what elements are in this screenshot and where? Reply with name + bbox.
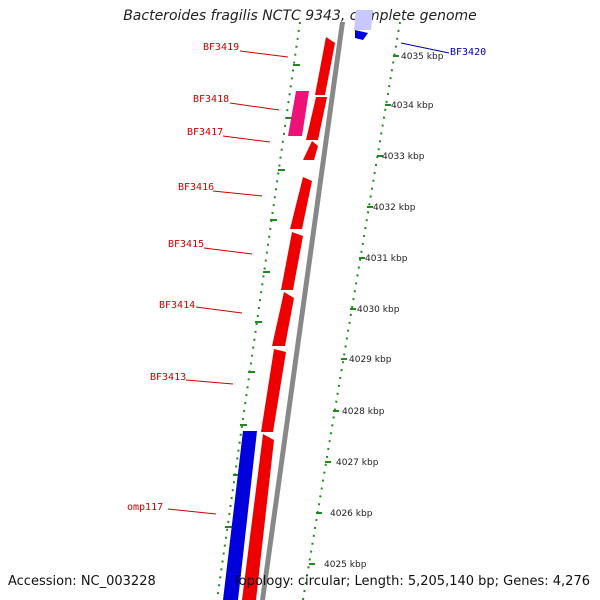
gene-label-bf3415[interactable]: BF3415 (168, 239, 204, 250)
kbp-tick-labels: 4035 kbp 4034 kbp 4033 kbp 4032 kbp 4031… (324, 52, 444, 570)
kbp-label: 4026 kbp (330, 509, 373, 519)
gene-bf3413[interactable] (261, 349, 286, 432)
gene-bf3414[interactable] (272, 292, 294, 346)
gene-bf3419[interactable] (315, 37, 335, 95)
gene-bf3418[interactable] (306, 97, 327, 140)
genome-stats-text: Topology: circular; Length: 5,205,140 bp… (232, 574, 590, 589)
kbp-label: 4031 kbp (365, 254, 408, 264)
gene-omp117[interactable] (223, 431, 257, 600)
gene-bf3412[interactable] (242, 434, 274, 600)
gene-bf3416[interactable] (290, 177, 312, 229)
gene-label-bf3416[interactable]: BF3416 (178, 182, 214, 193)
gene-label-bf3420[interactable]: BF3420 (450, 47, 486, 58)
bf3420-leader-line (400, 42, 450, 54)
kbp-label: 4032 kbp (373, 203, 416, 213)
gene-label-bf3414[interactable]: BF3414 (159, 300, 195, 311)
genome-backbone (260, 22, 345, 600)
gene-bf3420-faint[interactable] (354, 10, 373, 30)
kbp-label: 4025 kbp (324, 560, 367, 570)
gene-bf3420[interactable] (355, 30, 368, 40)
kbp-label: 4033 kbp (382, 152, 425, 162)
gene-label-bf3413[interactable]: BF3413 (150, 372, 186, 383)
kbp-label: 4034 kbp (391, 101, 434, 111)
gene-label-bf3418[interactable]: BF3418 (193, 94, 229, 105)
gene-labels: BF3419 BF3418 BF3417 BF3416 BF3415 BF341… (127, 42, 486, 513)
outer-track-right (302, 21, 401, 600)
gene-bf3418-highlight[interactable] (288, 91, 309, 136)
kbp-tick-marks (309, 55, 399, 565)
genome-title: Bacteroides fragilis NCTC 9343, complete… (123, 8, 477, 24)
kbp-label: 4028 kbp (342, 407, 385, 417)
gene-label-omp117[interactable]: omp117 (127, 502, 163, 513)
forward-genes (242, 37, 335, 600)
kbp-label: 4027 kbp (336, 458, 379, 468)
kbp-label: 4030 kbp (357, 305, 400, 315)
accession-text: Accession: NC_003228 (8, 574, 156, 589)
kbp-label: 4035 kbp (401, 52, 444, 62)
kbp-label: 4029 kbp (349, 355, 392, 365)
gene-leader-lines (167, 50, 289, 515)
gene-label-bf3417[interactable]: BF3417 (187, 127, 223, 138)
gene-bf3417[interactable] (303, 141, 318, 160)
gene-label-bf3419[interactable]: BF3419 (203, 42, 239, 53)
gene-bf3415[interactable] (281, 232, 303, 290)
